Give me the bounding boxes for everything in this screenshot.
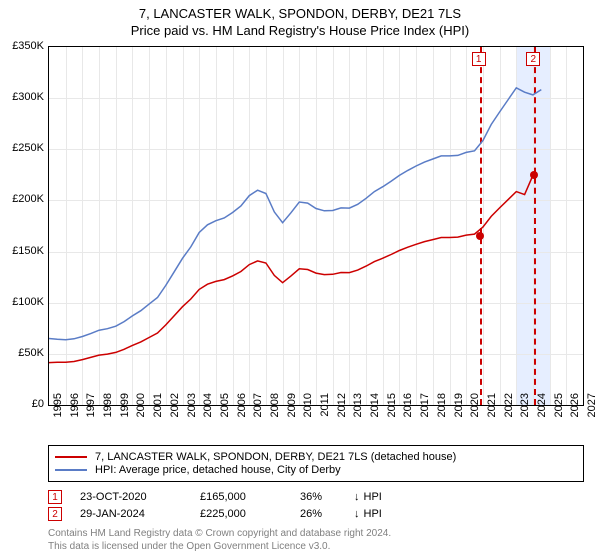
y-axis-label: £300K: [0, 91, 44, 103]
chart-subtitle: Price paid vs. HM Land Registry's House …: [0, 23, 600, 38]
x-axis-label: 2023: [519, 393, 531, 423]
x-axis-label: 2005: [219, 393, 231, 423]
x-axis-label: 2015: [386, 393, 398, 423]
sale-fact-row: 1 23-OCT-2020£165,00036% ↓ HPI: [48, 490, 584, 504]
x-axis-label: 1998: [102, 393, 114, 423]
down-arrow-icon: ↓: [354, 491, 360, 503]
footer-line1: Contains HM Land Registry data © Crown c…: [48, 527, 584, 540]
x-axis-label: 2024: [536, 393, 548, 423]
series-hpi: [49, 88, 541, 340]
chart-title-address: 7, LANCASTER WALK, SPONDON, DERBY, DE21 …: [0, 6, 600, 21]
y-axis-label: £100K: [0, 296, 44, 308]
x-axis-label: 2026: [569, 393, 581, 423]
x-axis-label: 2020: [469, 393, 481, 423]
x-axis-label: 2012: [336, 393, 348, 423]
fact-date: 23-OCT-2020: [80, 491, 200, 503]
sale-dot-1: [476, 232, 484, 240]
x-axis-label: 2003: [186, 393, 198, 423]
x-axis-label: 2021: [486, 393, 498, 423]
fact-price: £225,000: [200, 508, 300, 520]
y-axis-label: £250K: [0, 142, 44, 154]
y-axis-label: £0: [0, 398, 44, 410]
x-axis-label: 2004: [202, 393, 214, 423]
fact-date: 29-JAN-2024: [80, 508, 200, 520]
fact-price: £165,000: [200, 491, 300, 503]
x-axis-label: 1997: [85, 393, 97, 423]
x-axis-label: 2019: [453, 393, 465, 423]
x-axis-label: 1996: [69, 393, 81, 423]
legend-swatch: [55, 456, 87, 458]
x-axis-label: 2008: [269, 393, 281, 423]
x-axis-label: 2009: [286, 393, 298, 423]
series-property: [49, 175, 534, 363]
x-axis-label: 2014: [369, 393, 381, 423]
down-arrow-icon: ↓: [354, 508, 360, 520]
sale-marker-1: 1: [472, 52, 486, 66]
x-axis-label: 2010: [302, 393, 314, 423]
x-axis-label: 2007: [252, 393, 264, 423]
fact-pct: 36%: [300, 491, 350, 503]
sale-fact-row: 2 29-JAN-2024£225,00026% ↓ HPI: [48, 507, 584, 521]
fact-vs: HPI: [364, 508, 382, 520]
legend-label: 7, LANCASTER WALK, SPONDON, DERBY, DE21 …: [95, 451, 456, 463]
x-axis-label: 2022: [503, 393, 515, 423]
y-axis-label: £200K: [0, 193, 44, 205]
fact-marker: 1: [48, 490, 62, 504]
x-axis-label: 2018: [436, 393, 448, 423]
x-axis-label: 2006: [236, 393, 248, 423]
y-axis-label: £150K: [0, 245, 44, 257]
x-axis-label: 2002: [169, 393, 181, 423]
legend: 7, LANCASTER WALK, SPONDON, DERBY, DE21 …: [48, 445, 584, 482]
x-axis-label: 2011: [319, 393, 331, 423]
fact-marker: 2: [48, 507, 62, 521]
sale-marker-2: 2: [526, 52, 540, 66]
x-axis-label: 2027: [586, 393, 598, 423]
x-axis-label: 2017: [419, 393, 431, 423]
x-axis-label: 2016: [402, 393, 414, 423]
x-axis-label: 1995: [52, 393, 64, 423]
legend-swatch: [55, 469, 87, 471]
y-axis-label: £50K: [0, 347, 44, 359]
legend-label: HPI: Average price, detached house, City…: [95, 464, 341, 476]
footer-line2: This data is licensed under the Open Gov…: [48, 540, 584, 553]
footer-attribution: Contains HM Land Registry data © Crown c…: [48, 527, 584, 553]
legend-row: HPI: Average price, detached house, City…: [55, 464, 577, 476]
x-axis-label: 2000: [135, 393, 147, 423]
x-axis-label: 1999: [119, 393, 131, 423]
y-axis-label: £350K: [0, 40, 44, 52]
x-axis-label: 2025: [553, 393, 565, 423]
sale-dot-2: [530, 171, 538, 179]
x-axis-label: 2013: [352, 393, 364, 423]
fact-pct: 26%: [300, 508, 350, 520]
x-axis-label: 2001: [152, 393, 164, 423]
fact-vs: HPI: [364, 491, 382, 503]
legend-row: 7, LANCASTER WALK, SPONDON, DERBY, DE21 …: [55, 451, 577, 463]
chart-plot-area: [48, 46, 584, 406]
